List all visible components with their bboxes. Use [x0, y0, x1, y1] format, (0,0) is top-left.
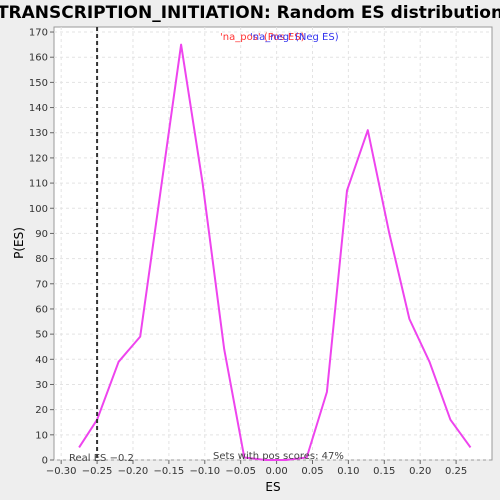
x-tick-label: −0.30 [46, 466, 77, 477]
x-axis-label: ES [265, 480, 280, 494]
y-tick-label: 160 [29, 53, 48, 64]
y-tick-label: 130 [29, 128, 48, 139]
series-line-0 [78, 43, 472, 461]
y-tick-label: 100 [29, 204, 48, 215]
y-tick-label: 60 [35, 304, 48, 315]
real-es-annotation: Real ES −0.2 [69, 453, 134, 464]
chart-title: TRANSCRIPTION_INITIATION: Random ES dist… [0, 3, 500, 23]
x-tick-label: −0.25 [82, 466, 113, 477]
x-tick-label: 0.20 [409, 466, 431, 477]
y-tick-label: 70 [35, 279, 48, 290]
y-tick-label: 110 [29, 179, 48, 190]
x-tick-label: −0.20 [118, 466, 149, 477]
y-tick-label: 150 [29, 78, 48, 89]
x-tick-label: −0.05 [225, 466, 256, 477]
y-tick-label: 80 [35, 254, 48, 265]
y-tick-label: 30 [35, 380, 48, 391]
x-tick-label: 0.00 [265, 466, 287, 477]
y-tick-label: 90 [35, 229, 48, 240]
x-tick-label: 0.15 [373, 466, 395, 477]
sets-with-pos-annotation: Sets with pos scores: 47% [213, 451, 344, 462]
y-axis-label: P(ES) [12, 227, 26, 259]
series-layer [78, 43, 472, 461]
y-tick-label: 50 [35, 330, 48, 341]
x-tick-label: −0.15 [154, 466, 185, 477]
legend-entry-neg: 'na_neg' (Neg ES) [250, 32, 339, 43]
y-tick-label: 170 [29, 28, 48, 39]
y-tick-label: 10 [35, 430, 48, 441]
x-tick-label: 0.05 [301, 466, 323, 477]
y-tick-label: 140 [29, 103, 48, 114]
x-tick-label: −0.10 [189, 466, 220, 477]
y-tick-label: 120 [29, 153, 48, 164]
y-tick-label: 40 [35, 355, 48, 366]
x-tick-label: 0.25 [445, 466, 467, 477]
legend-entry-pos: 'na_pos' (Pos ES) [220, 32, 305, 43]
plot-area [53, 26, 493, 461]
axes: 0 10 20 30 40 50 60 70 80 90 100 110 120 130 140 150 160… [29, 28, 467, 477]
y-tick-label: 20 [35, 405, 48, 416]
y-tick-label: 0 [42, 456, 48, 467]
x-tick-label: 0.10 [337, 466, 359, 477]
